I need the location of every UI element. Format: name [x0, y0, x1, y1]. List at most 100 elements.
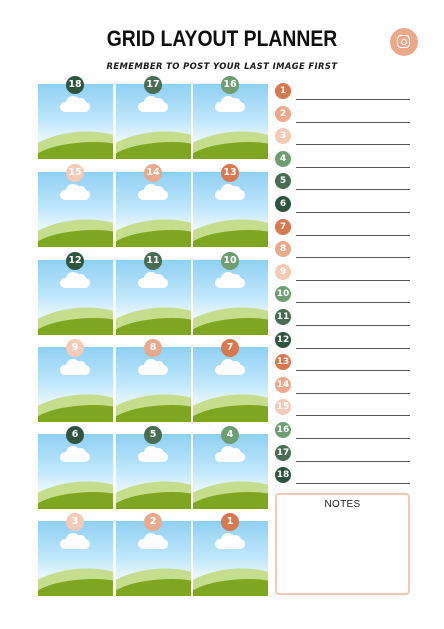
grid-number-badge: 7: [221, 339, 239, 357]
grid-tile[interactable]: [38, 347, 113, 422]
checklist-line[interactable]: [296, 257, 410, 259]
grid-number-badge: 16: [221, 76, 239, 94]
tile-cloud: [60, 446, 90, 462]
checklist-number-badge: 12: [275, 331, 291, 348]
grid-tile[interactable]: [116, 347, 191, 422]
checklist-number-badge: 10: [275, 286, 291, 303]
tile-hill2: [38, 579, 113, 596]
checklist-number-badge: 7: [275, 218, 291, 235]
checklist-number-badge: 6: [275, 196, 291, 212]
checklist-line[interactable]: [296, 438, 410, 439]
checklist-number-badge: 1: [275, 83, 291, 99]
tile-hill2: [193, 579, 268, 596]
tile-cloud: [60, 96, 90, 112]
instagram-icon-dot: [407, 36, 410, 39]
tile-hill2: [38, 142, 113, 159]
grid-number-badge: 17: [144, 76, 162, 94]
tile-cloud: [215, 359, 245, 375]
checklist-number-badge: 11: [275, 309, 291, 325]
checklist-line[interactable]: [296, 121, 410, 123]
tile-hill2: [193, 318, 268, 335]
tile-cloud: [138, 446, 168, 462]
grid-number-badge: 5: [144, 426, 162, 444]
tile-cloud: [215, 446, 245, 462]
tile-hill2: [193, 492, 268, 509]
tile-hill2: [116, 142, 191, 159]
grid-tile[interactable]: [116, 172, 191, 247]
tile-cloud: [138, 96, 168, 112]
grid-tile[interactable]: [193, 260, 268, 335]
tile-cloud: [215, 96, 245, 112]
checklist-line[interactable]: [296, 483, 410, 485]
tile-hill2: [116, 405, 191, 422]
page-subtitle: REMEMBER TO POST YOUR LAST IMAGE FIRST: [106, 61, 338, 71]
grid-number-badge: 18: [66, 76, 84, 94]
tile-cloud: [60, 272, 90, 288]
grid-number-badge: 14: [144, 164, 162, 182]
tile-cloud: [138, 533, 168, 549]
checklist-line[interactable]: [296, 392, 410, 394]
checklist-number-badge: 2: [275, 105, 291, 122]
tile-cloud: [215, 272, 245, 288]
checklist-line[interactable]: [296, 415, 410, 417]
checklist-number-badge: 18: [275, 467, 291, 484]
grid-tile[interactable]: [193, 84, 268, 159]
checklist-line[interactable]: [296, 144, 410, 146]
tile-cloud: [138, 359, 168, 375]
grid-number-badge: 15: [66, 164, 84, 182]
grid-tile[interactable]: [193, 434, 268, 509]
grid-number-badge: 12: [66, 252, 84, 270]
tile-cloud: [60, 533, 90, 549]
grid-number-badge: 3: [66, 513, 84, 531]
tile-hill2: [116, 318, 191, 335]
tile-hill2: [116, 230, 191, 247]
grid-tile[interactable]: [116, 521, 191, 596]
grid-tile[interactable]: [193, 347, 268, 422]
checklist-number-badge: 9: [275, 263, 291, 280]
checklist-number-badge: 4: [275, 150, 291, 167]
grid-number-badge: 6: [66, 426, 84, 444]
grid-tile[interactable]: [38, 84, 113, 159]
checklist-line[interactable]: [296, 99, 410, 100]
tile-cloud: [215, 184, 245, 200]
checklist-line[interactable]: [296, 370, 410, 372]
grid-number-badge: 4: [221, 426, 239, 444]
checklist-line[interactable]: [296, 212, 410, 213]
grid-tile[interactable]: [193, 521, 268, 596]
grid-tile[interactable]: [38, 434, 113, 509]
checklist-number-badge: 5: [275, 173, 291, 190]
checklist-number-badge: 14: [275, 376, 291, 393]
grid-tile[interactable]: [116, 84, 191, 159]
grid-tile[interactable]: [38, 260, 113, 335]
checklist-line[interactable]: [296, 234, 410, 236]
checklist-number-badge: 16: [275, 422, 291, 438]
checklist-line[interactable]: [296, 302, 410, 304]
checklist-number-badge: 13: [275, 354, 291, 371]
grid-number-badge: 10: [221, 252, 239, 270]
page-title: GRID LAYOUT PLANNER: [106, 26, 338, 51]
checklist-line[interactable]: [296, 166, 410, 168]
checklist-line[interactable]: [296, 189, 410, 191]
tile-cloud: [60, 359, 90, 375]
instagram-icon-lens: [400, 38, 407, 45]
checklist-line[interactable]: [296, 279, 410, 281]
checklist-line[interactable]: [296, 347, 410, 349]
grid-tile[interactable]: [38, 521, 113, 596]
instagram-icon[interactable]: [390, 28, 418, 56]
checklist-line[interactable]: [296, 325, 410, 326]
grid-tile[interactable]: [116, 434, 191, 509]
checklist-number-badge: 8: [275, 241, 291, 258]
tile-cloud: [138, 272, 168, 288]
notes-box[interactable]: NOTES: [275, 493, 410, 595]
tile-hill2: [38, 405, 113, 422]
grid-tile[interactable]: [38, 172, 113, 247]
tile-hill2: [193, 142, 268, 159]
tile-cloud: [138, 184, 168, 200]
grid-tile[interactable]: [193, 172, 268, 247]
grid-number-badge: 9: [66, 339, 84, 357]
tile-hill2: [116, 492, 191, 509]
checklist-number-badge: 15: [275, 399, 291, 416]
grid-tile[interactable]: [116, 260, 191, 335]
checklist-line[interactable]: [296, 460, 410, 462]
tile-cloud: [215, 533, 245, 549]
